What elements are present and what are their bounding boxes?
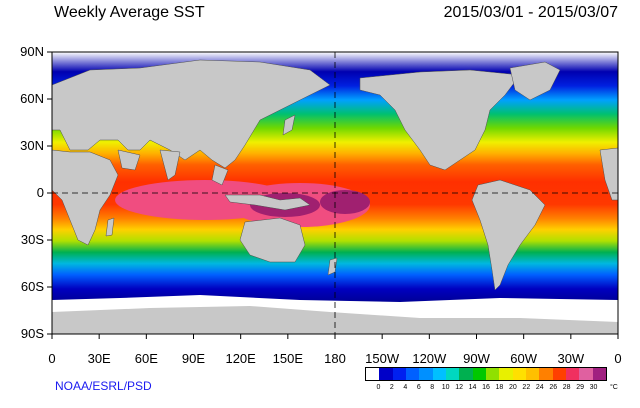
lon-label: 90W [463,351,490,366]
central-pacific-hotspot [320,190,370,214]
madagascar [105,217,115,237]
colorbar-tick-label: 16 [482,384,490,391]
lat-label: 60S [20,279,44,294]
colorbar-swatch [579,368,593,380]
colorbar-swatch [432,368,446,380]
antarctica [52,306,618,334]
colorbar-tick-label: 22 [522,384,531,391]
lat-label: 30N [20,138,44,153]
arabia [117,149,141,171]
colorbar-swatch [485,368,500,380]
lon-label: 90E [181,351,206,366]
colorbar-swatch [565,368,580,380]
lon-label: 150E [272,351,304,366]
colorbar-tick-label: 12 [455,384,464,391]
eurasia [51,59,331,169]
colorbar-tick-label: 8 [430,384,435,391]
colorbar-tick-label: 29 [576,384,585,391]
lon-label: 0 [614,351,622,366]
lat-label: 90S [20,326,44,341]
north-america [359,69,521,171]
colorbar-swatch [539,368,553,380]
africa [51,149,119,246]
africa-east-edge [599,147,619,201]
colorbar [365,367,607,381]
indonesia [224,194,311,211]
colorbar-tick-label: 10 [441,384,450,391]
colorbar-swatch [366,368,380,380]
japan [282,114,296,136]
credit-text: NOAA/ESRL/PSD [55,379,152,393]
colorbar-ticks: 0 2 4 6 8 10 12 14 16 18 20 22 24 26 28 29 30 [365,384,607,396]
axis-ticks [47,51,619,339]
colorbar-swatch [459,368,473,380]
colorbar-tick-label: 28 [562,384,571,391]
lon-label: 30W [557,351,585,366]
colorbar-tick-label: 6 [416,384,421,391]
lon-label: 60E [134,351,158,366]
southeast-asia [211,164,229,186]
colorbar-swatch [419,368,433,380]
lon-label: 30E [87,351,111,366]
lon-label: 150W [365,351,400,366]
lat-label: 0 [36,185,44,200]
colorbar-swatch [512,368,526,380]
colorbar-swatch [392,368,406,380]
land-masses [51,59,619,291]
colorbar-tick-label: 4 [403,384,408,391]
colorbar-tick-label: 20 [508,384,517,391]
colorbar-swatch [379,368,393,380]
colorbar-tick-label: 24 [535,384,544,391]
lat-label: 60N [20,91,44,106]
colorbar-swatch [405,368,420,380]
lon-label: 180 [324,351,346,366]
colorbar-swatch [445,368,460,380]
lon-label: 120W [412,351,447,366]
colorbar-unit: °C [610,384,618,391]
australia [239,217,306,263]
lon-label: 60W [510,351,538,366]
greenland [509,61,561,101]
colorbar-swatch [499,368,513,380]
date-range: 2015/03/01 - 2015/03/07 [443,4,618,21]
map-title: Weekly Average SST [54,4,205,21]
south-america [471,179,546,291]
colorbar-tick-label: 14 [468,384,477,391]
colorbar-tick-label: 18 [495,384,504,391]
lon-label: 0 [48,351,56,366]
colorbar-swatch [552,368,566,380]
colorbar-swatch [592,368,606,380]
india [159,149,181,181]
colorbar-tick-label: 2 [389,384,394,391]
colorbar-tick-label: 30 [589,384,598,391]
colorbar-tick-label: 0 [376,384,381,391]
lon-label: 120E [225,351,256,366]
colorbar-swatch [472,368,486,380]
colorbar-swatch [525,368,540,380]
colorbar-tick-label: 26 [549,384,558,391]
lat-label: 90N [20,44,44,59]
lat-label: 30S [20,232,44,247]
